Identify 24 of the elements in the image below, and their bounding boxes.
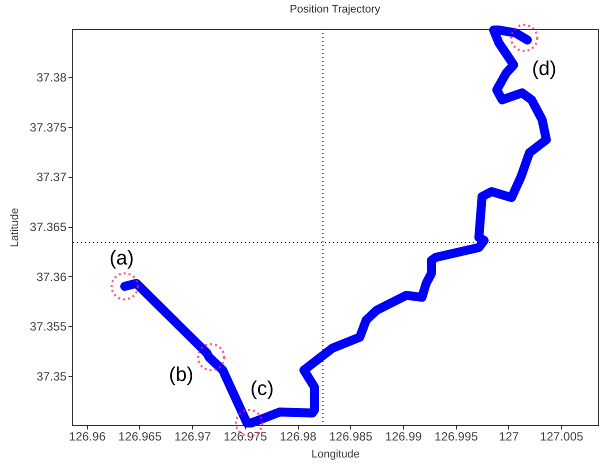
- annotation: (a): [109, 247, 134, 270]
- x-tick-label: 126.97: [174, 430, 212, 444]
- x-tick-label: 126.975: [224, 430, 268, 444]
- y-tick-label: 37.36: [36, 270, 67, 284]
- annotation: (c): [250, 378, 274, 400]
- annotation: (d): [532, 58, 556, 80]
- x-tick-label: 126.985: [329, 430, 373, 444]
- y-tick-label: 37.35: [36, 370, 67, 384]
- y-tick-label: 37.38: [36, 70, 67, 84]
- x-tick-label: 126.995: [434, 430, 478, 444]
- annotation: (b): [168, 364, 194, 386]
- chart-title: Position Trajectory: [290, 4, 381, 16]
- y-tick-label: 37.37: [36, 170, 67, 184]
- x-tick-label: 126.965: [118, 430, 162, 444]
- x-axis-title: Longitude: [311, 448, 360, 460]
- y-tick-label: 37.375: [30, 120, 67, 134]
- x-tick-label: 126.98: [280, 430, 317, 444]
- x-tick-label: 127: [498, 430, 520, 444]
- x-tick-label: 127.005: [540, 430, 584, 444]
- y-tick-label: 37.355: [30, 320, 67, 334]
- y-axis-title: Latitude: [8, 208, 21, 248]
- x-tick-label: 126.96: [68, 430, 106, 444]
- y-tick-label: 37.365: [30, 220, 67, 234]
- x-tick-label: 126.99: [385, 430, 422, 444]
